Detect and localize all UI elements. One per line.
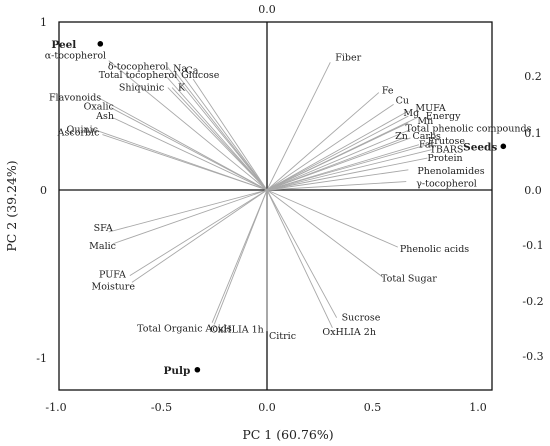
loading-vector [266,142,434,191]
variable-label: Oxalic [84,102,114,113]
observation-point [97,41,104,47]
y-tick-label-right: 0.0 [524,184,542,197]
loading-vector [112,189,268,245]
y-tick-label-right: -0.1 [522,239,543,252]
loading-vector [266,122,409,191]
variable-label: γ-tocopherol [416,179,477,190]
loading-vector [266,189,333,328]
variable-label: Mg [403,108,419,119]
variable-label: Phenolamides [417,166,484,177]
variable-label: Total Sugar [381,273,437,284]
variable-label: Carbs [412,131,441,142]
variable-label: Mn [417,116,433,127]
y-tick-label-left: 1 [40,16,47,29]
loading-vector [266,149,432,191]
loading-vector [266,169,409,191]
variable-label: α-tocopherol [45,51,106,62]
variable-label: Malic [89,241,116,252]
loading-vector [266,189,338,318]
loading-vector [165,75,268,191]
variable-label: Quinic [67,125,98,136]
variable-label: PUFA [99,270,126,281]
x-tick-label: 0.5 [364,401,382,414]
loading-vector [167,87,268,191]
loading-vector [173,70,268,191]
loading-vector [129,189,268,277]
observation-label: Pulp [163,365,190,377]
variable-label: Flavonoids [49,93,101,104]
variable-label: Citric [269,331,296,342]
variable-label: Ca [185,65,198,76]
variable-label: Frutose [428,136,466,147]
x-tick-label: -0.5 [151,401,172,414]
variable-label: Ash [95,111,114,122]
loading-vector [97,97,268,191]
x-tick-label: 1.0 [469,401,487,414]
observation-point [500,143,507,150]
variable-label: Total Organic Acids [137,324,232,335]
variable-label: Fiber [335,52,361,63]
loading-vector [108,189,268,233]
loading-vector [211,189,268,323]
loading-vector [266,137,411,191]
observation-point [194,366,201,373]
variable-label: Zn [395,131,408,142]
variable-label: TBARS [430,145,464,156]
variable-label: Total tocopherol [99,70,178,81]
y-axis-title: PC 2 (39.24%) [4,160,19,251]
loading-vector [131,189,268,283]
variable-label: Energy [426,111,461,122]
loading-vector [266,103,394,191]
plot-frame [58,21,493,391]
y-tick-label-left: -1 [36,352,47,365]
variable-label: Cu [396,95,409,106]
variable-label: Shiquinic [119,83,164,94]
x-tick-label: 0.0 [258,401,276,414]
loading-vector [192,78,268,191]
variable-label: MUFA [415,103,445,114]
loading-vector [266,115,409,191]
variable-label: Protein [427,153,462,164]
loading-vector [266,189,384,278]
variable-label: Phenolic acids [400,244,469,255]
loading-vector [180,72,268,191]
loading-vector [171,87,268,191]
variable-label: δ-tocopherol [108,61,169,72]
loading-vector [266,181,407,191]
variable-label: Sucrose [342,313,381,324]
y-tick-label-right: -0.2 [522,295,543,308]
y-tick-label-right: 0.2 [524,70,542,83]
y-tick-label-left: 0 [40,184,47,197]
observation-label: Seeds [463,141,497,153]
variable-label: Total phenolic compounds [405,124,531,135]
loading-vector [102,134,268,191]
variable-label: Fat [419,140,435,151]
loading-vector [266,157,428,191]
loading-vector [110,107,268,191]
loading-vector [266,62,331,191]
y-tick-label-right: -0.3 [522,350,543,363]
x-tick-label: -1.0 [45,401,66,414]
variable-label: Fe [382,86,394,97]
loading-vector [167,67,268,191]
variable-label: OxHLIA 1h [210,324,264,335]
variable-label: K [178,83,186,94]
y-tick-label-right: 0.1 [524,127,542,140]
loading-vector [112,117,268,191]
x-axis-title: PC 1 (60.76%) [242,427,333,442]
variable-label: Ascorbic [57,128,100,139]
loading-vector [266,92,380,191]
variable-label: SFA [94,223,113,234]
loading-vector [108,60,268,191]
loading-vector [266,189,399,248]
loading-vector [266,110,409,191]
variable-label: Glucose [181,70,220,81]
observation-label: Peel [51,39,76,51]
variable-label: Moisture [91,281,135,292]
variable-label: OxHLIA 2h [322,327,376,338]
loading-vector [266,129,411,191]
top-zero-tick: 0.0 [258,3,276,16]
variable-label: Na [173,64,187,75]
